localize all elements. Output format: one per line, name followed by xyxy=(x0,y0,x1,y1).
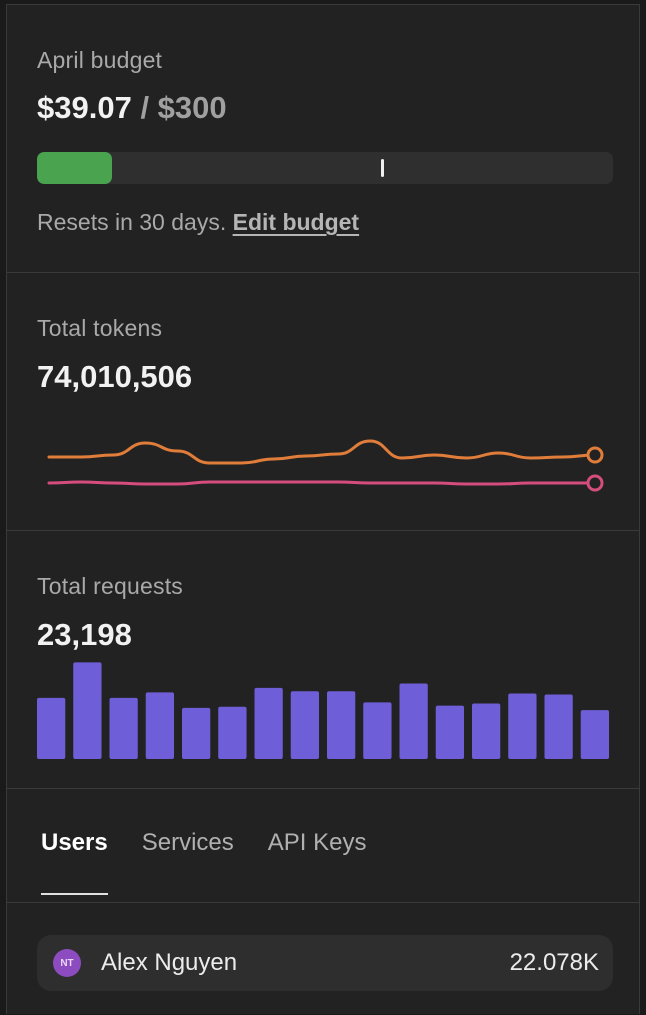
requests-bar-4 xyxy=(182,707,211,759)
requests-bar-14 xyxy=(544,694,573,759)
tokens-series-endpoint-0 xyxy=(586,446,604,464)
requests-label: Total requests xyxy=(37,573,183,599)
requests-bar-1 xyxy=(73,662,102,759)
tokens-line-chart xyxy=(47,439,604,492)
list-item[interactable]: NT Alex Nguyen 22.078K xyxy=(37,935,613,991)
requests-bar-13 xyxy=(508,693,537,759)
budget-reset-info: Resets in 30 days. Edit budget xyxy=(37,209,359,236)
avatar: NT xyxy=(53,949,81,977)
budget-spent: $39.07 xyxy=(37,90,132,125)
requests-bar-8 xyxy=(327,691,356,759)
budget-progress-bar xyxy=(37,152,613,184)
budget-separator: / xyxy=(131,90,158,125)
requests-value: 23,198 xyxy=(37,617,132,652)
tokens-section: Total tokens 74,010,506 xyxy=(7,273,639,531)
budget-total: $300 xyxy=(157,90,227,125)
budget-threshold-marker xyxy=(381,159,385,177)
requests-bar-0 xyxy=(37,697,66,759)
tab-services[interactable]: Services xyxy=(141,829,234,856)
tab-api-keys[interactable]: API Keys xyxy=(267,829,367,856)
usage-panel: April budget $39.07 / $300 Resets in 30 … xyxy=(6,4,640,1014)
requests-bar-chart xyxy=(37,662,610,759)
tokens-series-endpoint-1 xyxy=(586,474,604,492)
requests-bar-2 xyxy=(109,697,138,759)
tab-bar: Users Services API Keys xyxy=(41,829,367,895)
requests-bar-10 xyxy=(399,683,428,759)
requests-bar-11 xyxy=(435,705,465,759)
requests-bar-3 xyxy=(145,692,175,759)
budget-reset-text: Resets in 30 days. xyxy=(37,209,227,235)
requests-bar-9 xyxy=(363,702,392,759)
budget-section: April budget $39.07 / $300 Resets in 30 … xyxy=(7,5,639,273)
user-name: Alex Nguyen xyxy=(101,949,238,976)
user-list: NT Alex Nguyen 22.078K xyxy=(7,903,639,1015)
requests-bar-6 xyxy=(254,687,283,759)
tokens-series-line-1 xyxy=(47,480,597,486)
requests-section: Total requests 23,198 xyxy=(7,531,639,789)
user-token-count: 22.078K xyxy=(509,949,599,976)
requests-bar-7 xyxy=(290,691,320,759)
tab-users[interactable]: Users xyxy=(41,829,108,895)
tokens-series-line-0 xyxy=(47,439,597,465)
tokens-label: Total tokens xyxy=(37,315,163,341)
requests-bar-5 xyxy=(218,706,247,759)
breakdown-tabs-section: Users Services API Keys xyxy=(7,789,639,903)
requests-bar-12 xyxy=(472,703,501,759)
tokens-value: 74,010,506 xyxy=(37,359,193,394)
budget-progress-fill xyxy=(37,152,112,184)
edit-budget-link[interactable]: Edit budget xyxy=(232,209,360,235)
budget-amount: $39.07 / $300 xyxy=(37,90,227,126)
requests-bar-15 xyxy=(580,710,610,759)
budget-label: April budget xyxy=(37,47,163,73)
